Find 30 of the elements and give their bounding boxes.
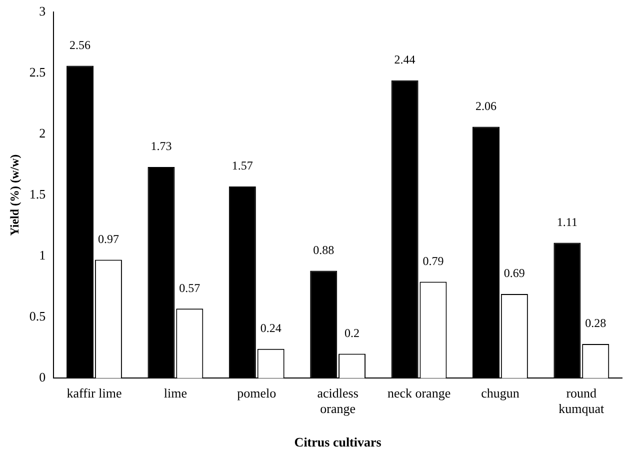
data-label: 1.57 <box>232 158 253 173</box>
x-tick-label: lime <box>164 385 188 400</box>
x-tick-label: kaffir lime <box>66 385 122 400</box>
x-tick-label: chugun <box>481 385 520 400</box>
y-tick-label: 0.5 <box>29 308 46 324</box>
data-label: 0.2 <box>344 326 360 340</box>
data-label: 0.28 <box>585 316 606 330</box>
x-axis-title: Citrus cultivars <box>294 434 382 450</box>
data-label: 0.24 <box>260 321 282 336</box>
x-tick-label: pomelo <box>237 385 276 400</box>
y-tick-label: 1.5 <box>29 186 46 202</box>
x-tick-label: acidless orange <box>317 385 358 416</box>
data-label: 2.06 <box>476 98 496 113</box>
x-tick-label: neck orange <box>387 385 451 400</box>
data-label: 1.11 <box>556 214 578 229</box>
data-label: 0.57 <box>179 280 200 295</box>
y-tick-label: 2.5 <box>29 64 46 80</box>
data-label: 2.56 <box>70 38 91 52</box>
data-label: 0.79 <box>422 254 444 268</box>
y-axis-title: Yield (%) (w/w) <box>7 154 22 236</box>
data-label: 2.44 <box>394 52 416 67</box>
data-label: 0.69 <box>504 266 525 280</box>
y-tick-label: 0 <box>39 370 46 385</box>
data-label: 0.88 <box>313 242 334 257</box>
y-tick-label: 1 <box>39 248 46 263</box>
y-tick-label: 3 <box>39 3 46 18</box>
x-tick-label: round kumquat <box>558 385 605 416</box>
data-label: 0.97 <box>98 232 119 246</box>
data-label: 1.73 <box>150 139 172 154</box>
y-tick-label: 2 <box>39 125 46 140</box>
